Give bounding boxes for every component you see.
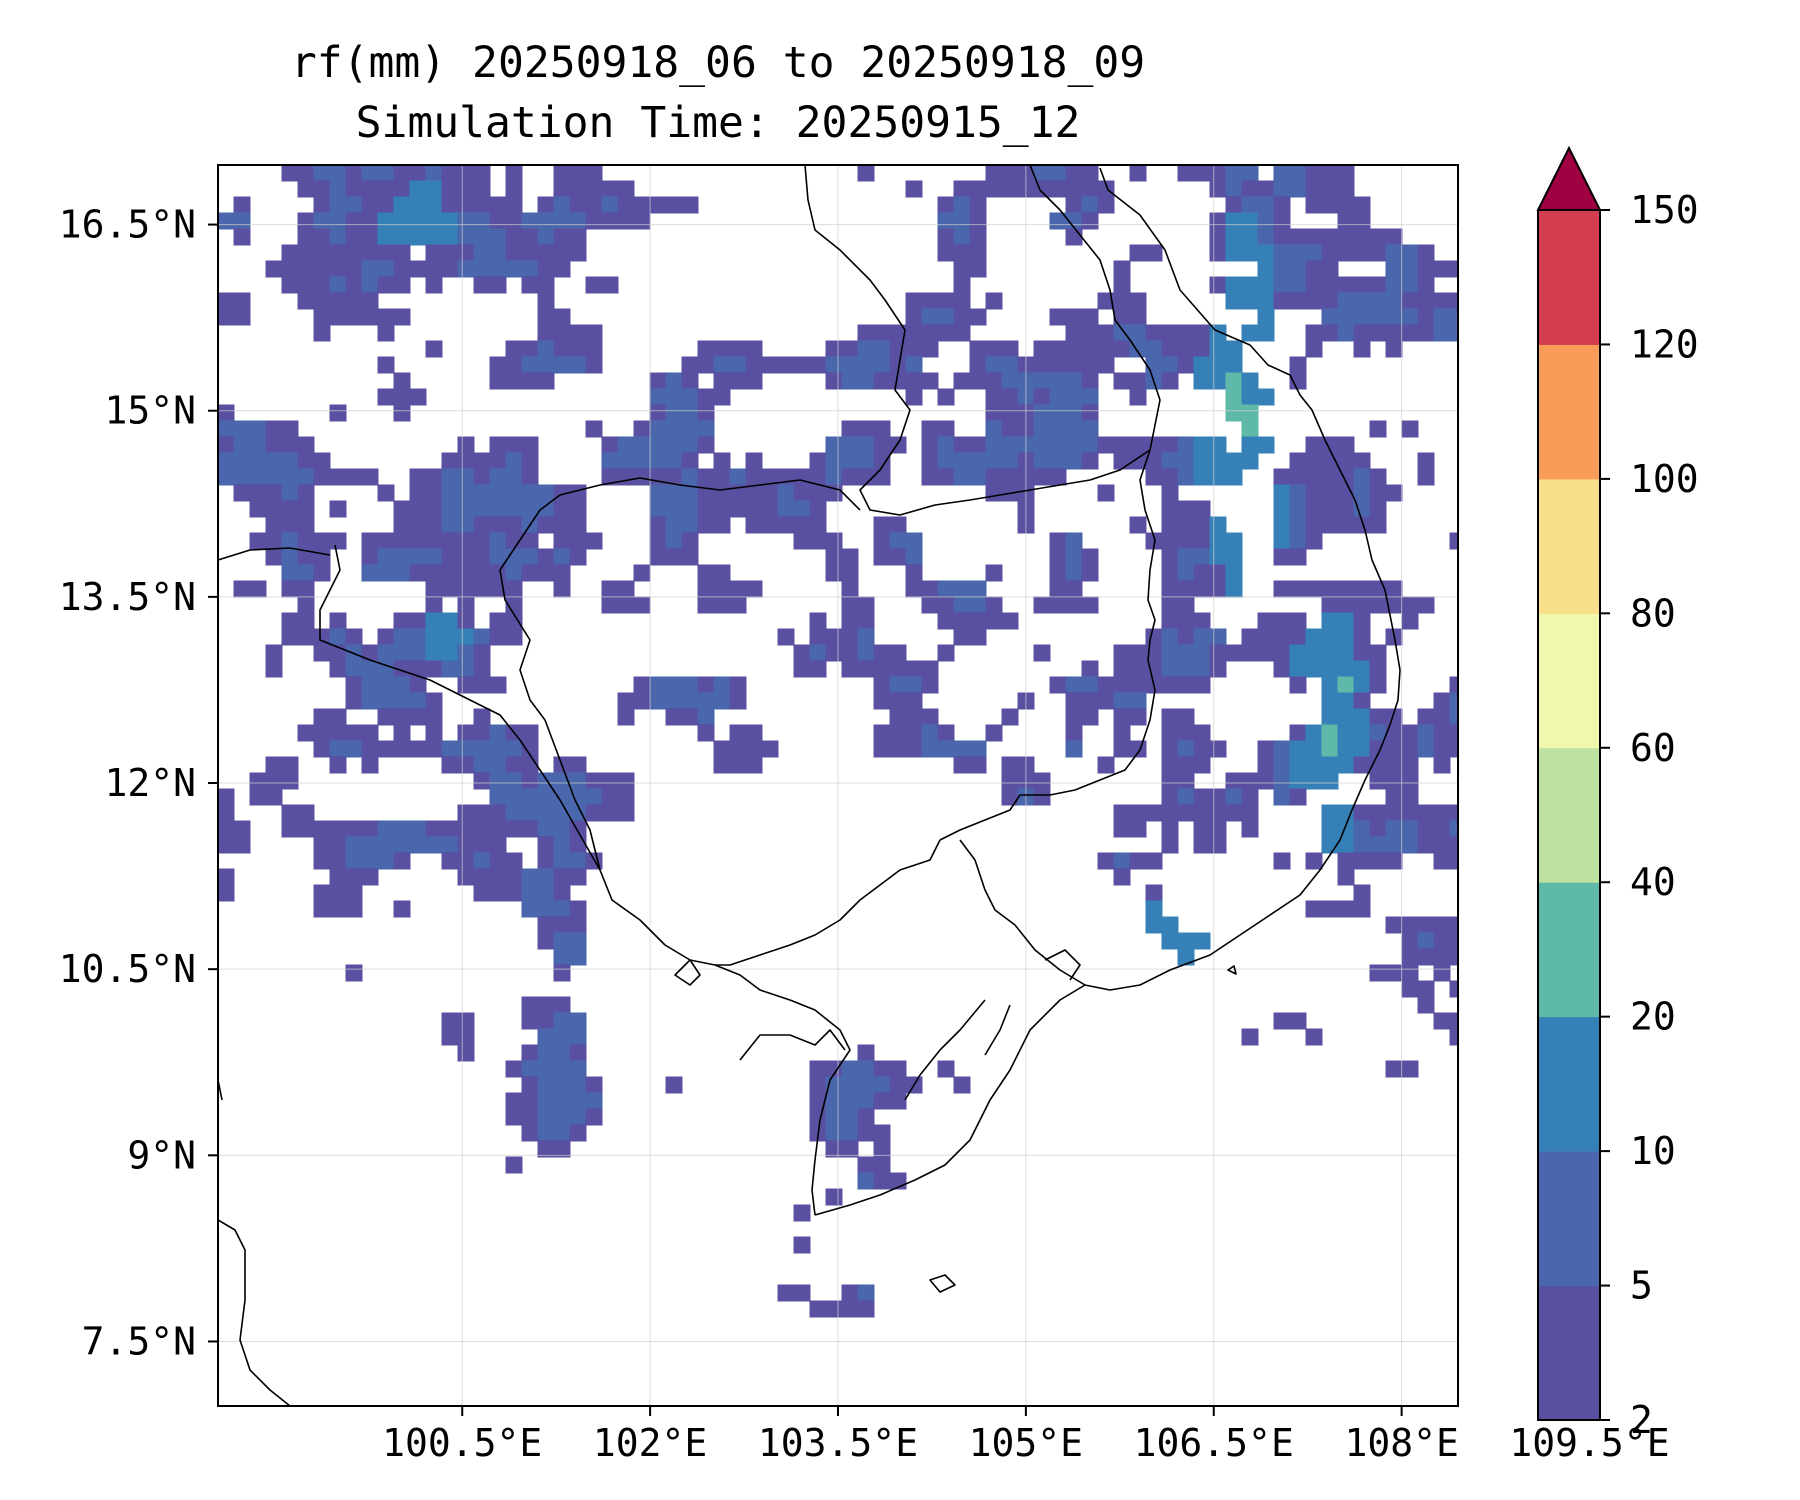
longitude-axis: 100.5°E 102°E 103.5°E 105°E 106.5°E 108°E 109.…: [382, 1406, 1670, 1465]
colorbar: 2 5 10 20 40 60 80 100 120 150: [1536, 145, 1699, 1442]
lat-tick-label: 9°N: [127, 1133, 196, 1177]
lat-tick-label: 7.5°N: [82, 1319, 196, 1363]
lon-tick-label: 105°E: [969, 1421, 1083, 1465]
colorbar-tick-label: 5: [1630, 1264, 1653, 1308]
colorbar-segment: [1538, 747, 1600, 883]
colorbar-tick-label: 40: [1630, 860, 1676, 904]
latitude-axis: 16.5°N 15°N 13.5°N 12°N 10.5°N 9°N 7.5°N: [59, 203, 218, 1363]
lon-tick-label: 109.5°E: [1509, 1421, 1669, 1465]
colorbar-segment: [1538, 1151, 1600, 1287]
colorbar-segment: [1538, 613, 1600, 749]
colorbar-tick-label: 80: [1630, 591, 1676, 635]
lon-tick-label: 100.5°E: [382, 1421, 542, 1465]
colorbar-tick-label: 150: [1630, 188, 1699, 232]
colorbar-tick-label: 20: [1630, 995, 1676, 1039]
chart-subtitle: Simulation Time: 20250915_12: [355, 98, 1081, 148]
colorbar-tick-label: 120: [1630, 322, 1699, 366]
lat-tick-label: 15°N: [104, 389, 196, 433]
lon-tick-label: 103.5°E: [758, 1421, 918, 1465]
colorbar-tick-label: 2: [1630, 1398, 1653, 1442]
map-plot-area: [218, 165, 1458, 1406]
colorbar-segment: [1538, 478, 1600, 614]
colorbar-tick-label: 60: [1630, 726, 1676, 770]
colorbar-extend-arrow: [1536, 145, 1602, 211]
colorbar-segment: [1538, 1285, 1600, 1421]
colorbar-segment: [1538, 882, 1600, 1018]
chart-title: rf(mm) 20250918_06 to 20250918_09: [290, 38, 1146, 88]
rainfall-field: [218, 165, 1458, 1318]
colorbar-tick-label: 10: [1630, 1129, 1676, 1173]
lat-tick-label: 12°N: [104, 761, 196, 805]
coastlines-and-borders: [218, 165, 1401, 1406]
colorbar-frame: [1537, 210, 1601, 1421]
colorbar-segment: [1538, 210, 1600, 345]
lon-tick-label: 106.5°E: [1134, 1421, 1294, 1465]
colorbar-segment: [1538, 1016, 1600, 1152]
lon-tick-label: 108°E: [1344, 1421, 1458, 1465]
lat-tick-label: 13.5°N: [59, 575, 196, 619]
lat-tick-label: 10.5°N: [59, 947, 196, 991]
lat-tick-label: 16.5°N: [59, 203, 196, 247]
gridlines: [218, 165, 1458, 1406]
colorbar-tick-label: 100: [1630, 457, 1699, 501]
lon-tick-label: 102°E: [593, 1421, 707, 1465]
colorbar-segment: [1538, 344, 1600, 480]
